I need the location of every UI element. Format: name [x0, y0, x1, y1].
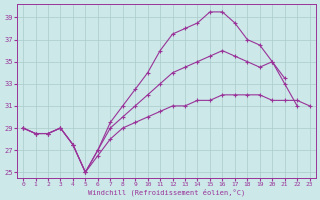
X-axis label: Windchill (Refroidissement éolien,°C): Windchill (Refroidissement éolien,°C) [88, 188, 245, 196]
